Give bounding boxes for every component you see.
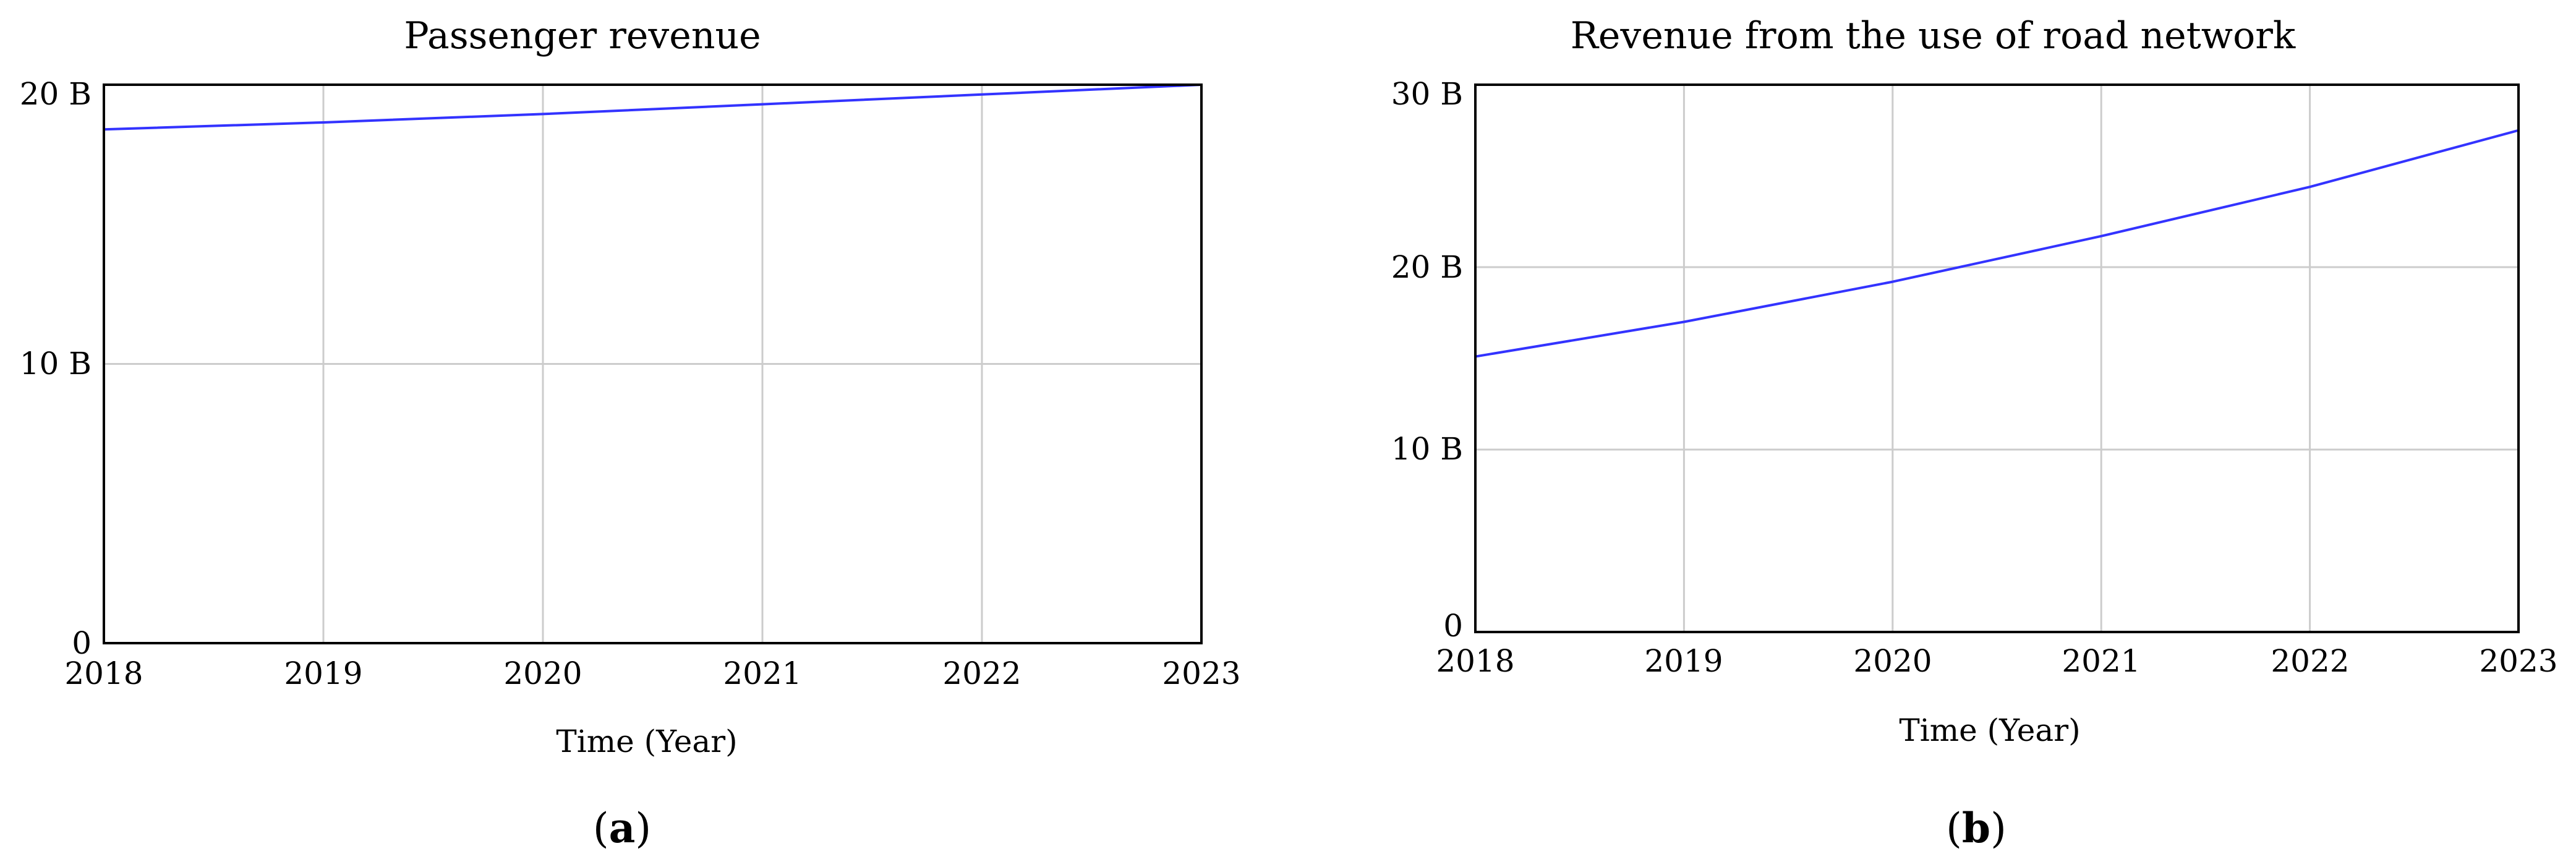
chart-a-series-line-0 bbox=[103, 83, 1202, 131]
chart-b-plot-frame bbox=[1474, 83, 2520, 633]
chart-a-series bbox=[103, 83, 1202, 131]
chart-a-x-ticks: 2018 2019 2020 2021 2022 2023 bbox=[64, 656, 1240, 691]
chart-b-grid bbox=[1475, 85, 2518, 632]
chart-a-panel-letter: a bbox=[609, 804, 636, 852]
chart-b-xtick-label-2021: 2021 bbox=[2062, 643, 2140, 679]
chart-a-ytick-label-10b: 10 B bbox=[20, 346, 92, 382]
chart-a-xtick-label-2019: 2019 bbox=[284, 656, 362, 691]
chart-b-xtick-label-2023: 2023 bbox=[2479, 643, 2557, 679]
chart-a-ytick-label-0: 0 bbox=[72, 625, 92, 661]
chart-b-xtick-label-2019: 2019 bbox=[1644, 643, 1723, 679]
chart-b-xtick-label-2020: 2020 bbox=[1853, 643, 1932, 679]
chart-a-xtick-label-2018: 2018 bbox=[64, 656, 143, 691]
chart-b-y-ticks: 0 10 B 20 B 30 B bbox=[1391, 76, 1463, 644]
chart-panel-b: Revenue from the use of road network 0 1… bbox=[1391, 14, 2558, 852]
chart-b-title: Revenue from the use of road network bbox=[1571, 14, 2296, 58]
chart-a-title: Passenger revenue bbox=[404, 14, 761, 58]
chart-a-y-ticks: 0 10 B 20 B bbox=[20, 76, 92, 661]
chart-b-x-ticks: 2018 2019 2020 2021 2022 2023 bbox=[1436, 643, 2557, 679]
chart-panel-a: Passenger revenue 0 10 B 20 B 2018 2019 … bbox=[20, 14, 1241, 852]
chart-b-series bbox=[1475, 129, 2519, 358]
chart-b-panel-label: (b) bbox=[1946, 804, 2007, 852]
chart-b-panel-letter: b bbox=[1962, 804, 1990, 852]
chart-a-grid bbox=[104, 85, 1201, 643]
chart-a-x-axis-title: Time (Year) bbox=[556, 724, 737, 759]
chart-a-xtick-label-2021: 2021 bbox=[723, 656, 801, 691]
chart-b-ytick-label-10b: 10 B bbox=[1391, 431, 1463, 467]
chart-a-xtick-label-2020: 2020 bbox=[503, 656, 582, 691]
chart-b-ytick-label-0: 0 bbox=[1443, 608, 1463, 644]
chart-b-xtick-label-2018: 2018 bbox=[1436, 643, 1514, 679]
chart-a-xtick-label-2022: 2022 bbox=[942, 656, 1021, 691]
chart-a-ytick-label-20b: 20 B bbox=[20, 76, 92, 112]
chart-b-x-axis-title: Time (Year) bbox=[1899, 712, 2080, 748]
chart-b-xtick-label-2022: 2022 bbox=[2271, 643, 2349, 679]
chart-a-panel-label: (a) bbox=[593, 804, 651, 852]
chart-b-ytick-label-30b: 30 B bbox=[1391, 76, 1463, 112]
chart-b-series-line-0 bbox=[1475, 129, 2519, 358]
chart-b-ytick-label-20b: 20 B bbox=[1391, 249, 1463, 285]
chart-a-xtick-label-2023: 2023 bbox=[1162, 656, 1240, 691]
chart-a-plot-frame bbox=[103, 83, 1203, 644]
